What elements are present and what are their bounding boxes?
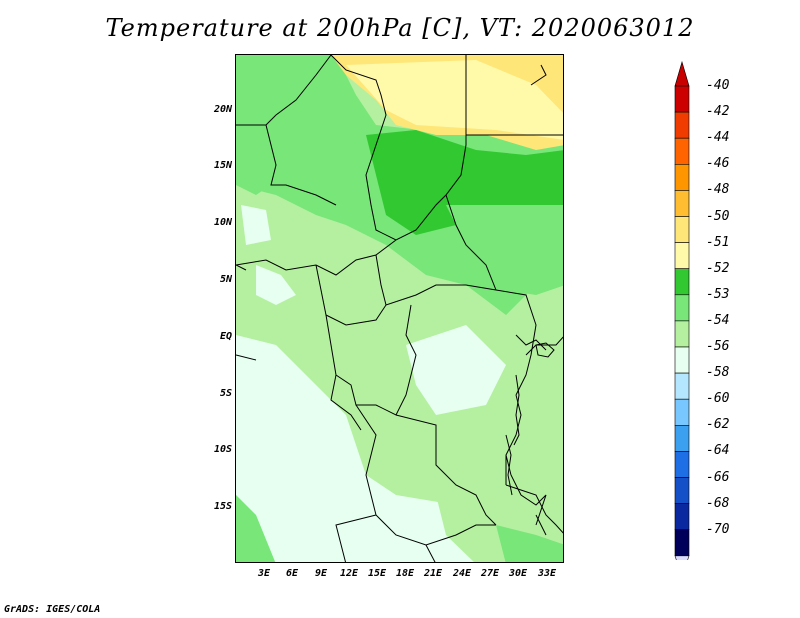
colorbar-segment	[674, 268, 690, 296]
fill-yellow-light	[346, 60, 563, 140]
colorbar	[674, 60, 690, 560]
fill-mid-green-south	[496, 525, 563, 562]
colorbar-label: -44	[706, 130, 730, 146]
colorbar-label: -40	[706, 78, 730, 93]
lat-label-10s: 10S	[213, 444, 232, 455]
colorbar-segment	[674, 503, 690, 531]
colorbar-label: -52	[706, 260, 730, 276]
fill-cyan-southwest	[236, 335, 563, 562]
colorbar-top-arrow	[674, 60, 690, 87]
colorbar-segment	[674, 294, 690, 322]
temperature-map	[235, 54, 564, 563]
lon-label-18e: 18E	[395, 568, 415, 579]
lat-label-20n: 20N	[213, 104, 232, 115]
lat-label-5s: 5S	[219, 388, 232, 399]
colorbar-label: -62	[706, 417, 730, 433]
lat-label-10n: 10N	[213, 217, 232, 228]
lon-label-9e: 9E	[314, 568, 328, 579]
map-canvas	[236, 55, 563, 562]
colorbar-bottom-arrow	[674, 555, 690, 560]
colorbar-label: -60	[706, 391, 730, 407]
fill-cyan-patch-nw	[241, 205, 271, 245]
colorbar-label: -53	[706, 286, 730, 302]
colorbar-segment	[674, 85, 690, 113]
colorbar-segment	[674, 242, 690, 270]
colorbar-segment	[674, 111, 690, 139]
colorbar-segment	[674, 216, 690, 243]
lat-label-eq: EQ	[219, 331, 232, 342]
colorbar-label: -46	[706, 156, 730, 172]
colorbar-segment	[674, 424, 690, 452]
lat-label-5n: 5N	[219, 274, 232, 285]
colorbar-label: -42	[706, 104, 730, 120]
fill-mid-green-sw	[236, 495, 276, 562]
colorbar-segment	[674, 372, 690, 400]
country-borders	[236, 55, 563, 562]
lon-label-12e: 12E	[339, 568, 359, 579]
lon-label-15e: 15E	[367, 568, 387, 579]
fill-mid-green-east	[446, 205, 563, 295]
colorbar-label: -56	[706, 339, 730, 354]
colorbar-label: -66	[706, 469, 730, 485]
lon-label-6e: 6E	[285, 568, 299, 579]
lon-label-24e: 24E	[452, 568, 472, 579]
colorbar-segment	[674, 346, 690, 374]
colorbar-segment	[674, 320, 690, 348]
lon-label-21e: 21E	[423, 568, 443, 579]
map-title: Temperature at 200hPa [C], VT: 202006301…	[105, 14, 695, 42]
colorbar-segment	[674, 398, 690, 426]
lat-label-15n: 15N	[213, 160, 232, 171]
colorbar-segment	[674, 164, 690, 191]
colorbar-label: -54	[706, 312, 730, 328]
colorbar-segment	[674, 529, 690, 557]
colorbar-label: -48	[706, 182, 730, 198]
colorbar-label: -68	[706, 495, 730, 511]
colorbar-segment	[674, 190, 690, 217]
colorbar-segment	[674, 477, 690, 504]
colorbar-label: -70	[706, 521, 730, 537]
colorbar-label: -58	[706, 365, 730, 381]
lat-label-15s: 15S	[213, 501, 232, 512]
fill-cyan-congo	[406, 325, 506, 415]
colorbar-segment	[674, 451, 690, 478]
colorbar-label: -64	[706, 443, 730, 459]
colorbar-label: -50	[706, 208, 730, 224]
colorbar-segment	[674, 137, 690, 165]
fill-cyan-patch-west	[256, 265, 296, 305]
credit-text: GrADS: IGES/COLA	[4, 604, 101, 615]
lon-label-33e: 33E	[537, 568, 557, 579]
lon-label-3e: 3E	[257, 568, 271, 579]
lon-label-30e: 30E	[508, 568, 528, 579]
lake-outlines	[505, 64, 555, 536]
lon-label-27e: 27E	[480, 568, 500, 579]
colorbar-label: -51	[706, 234, 730, 250]
